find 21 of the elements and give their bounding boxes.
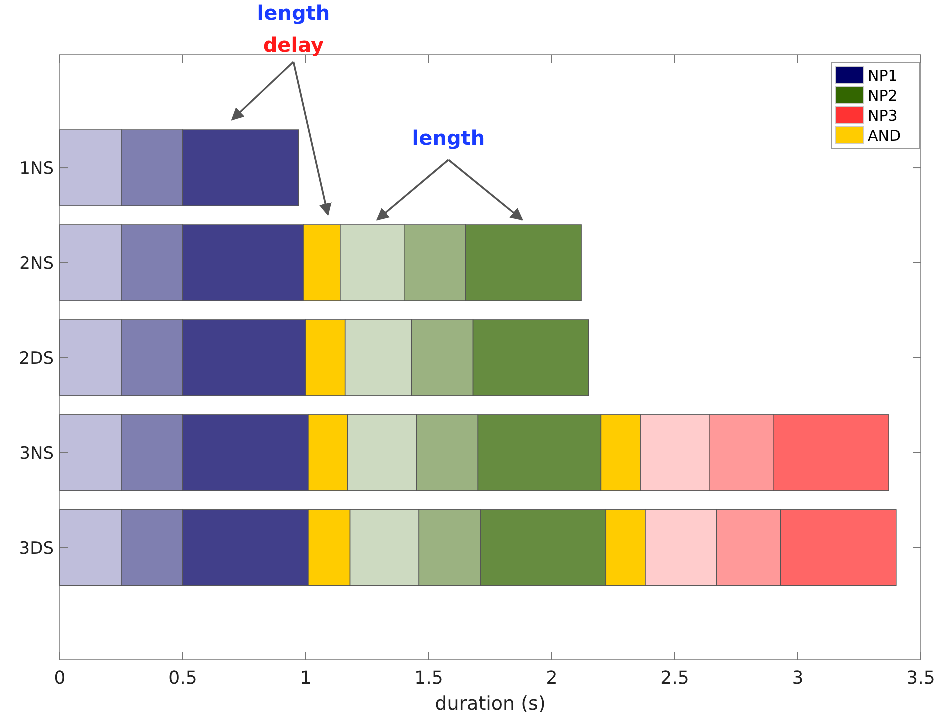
- legend-label: NP1: [868, 67, 898, 85]
- y-tick-label: 3NS: [20, 444, 54, 464]
- x-tick-label: 1: [300, 668, 312, 689]
- legend-label: NP3: [868, 107, 898, 125]
- x-tick-label: 0.5: [168, 668, 198, 689]
- x-tick-label: 3.5: [906, 668, 936, 689]
- annotation: length: [412, 126, 486, 150]
- text: length: [257, 1, 330, 25]
- y-tick-label: 1NS: [20, 159, 54, 180]
- y-tick-label: 3DS: [19, 538, 54, 559]
- x-tick-label: 2.5: [660, 668, 690, 689]
- x-tick-label: 1.5: [414, 668, 444, 689]
- y-tick-label: 2DS: [19, 348, 54, 369]
- x-tick-label: 0: [54, 668, 66, 689]
- legend-label: AND: [868, 127, 902, 145]
- annotation: delay: [263, 33, 324, 57]
- x-tick-label: 3: [792, 668, 804, 689]
- legend-label: NP2: [868, 87, 898, 105]
- x-tick-label: 2: [546, 668, 558, 689]
- y-tick-label: 2NS: [20, 254, 54, 274]
- x-axis-title: duration (s): [435, 693, 546, 715]
